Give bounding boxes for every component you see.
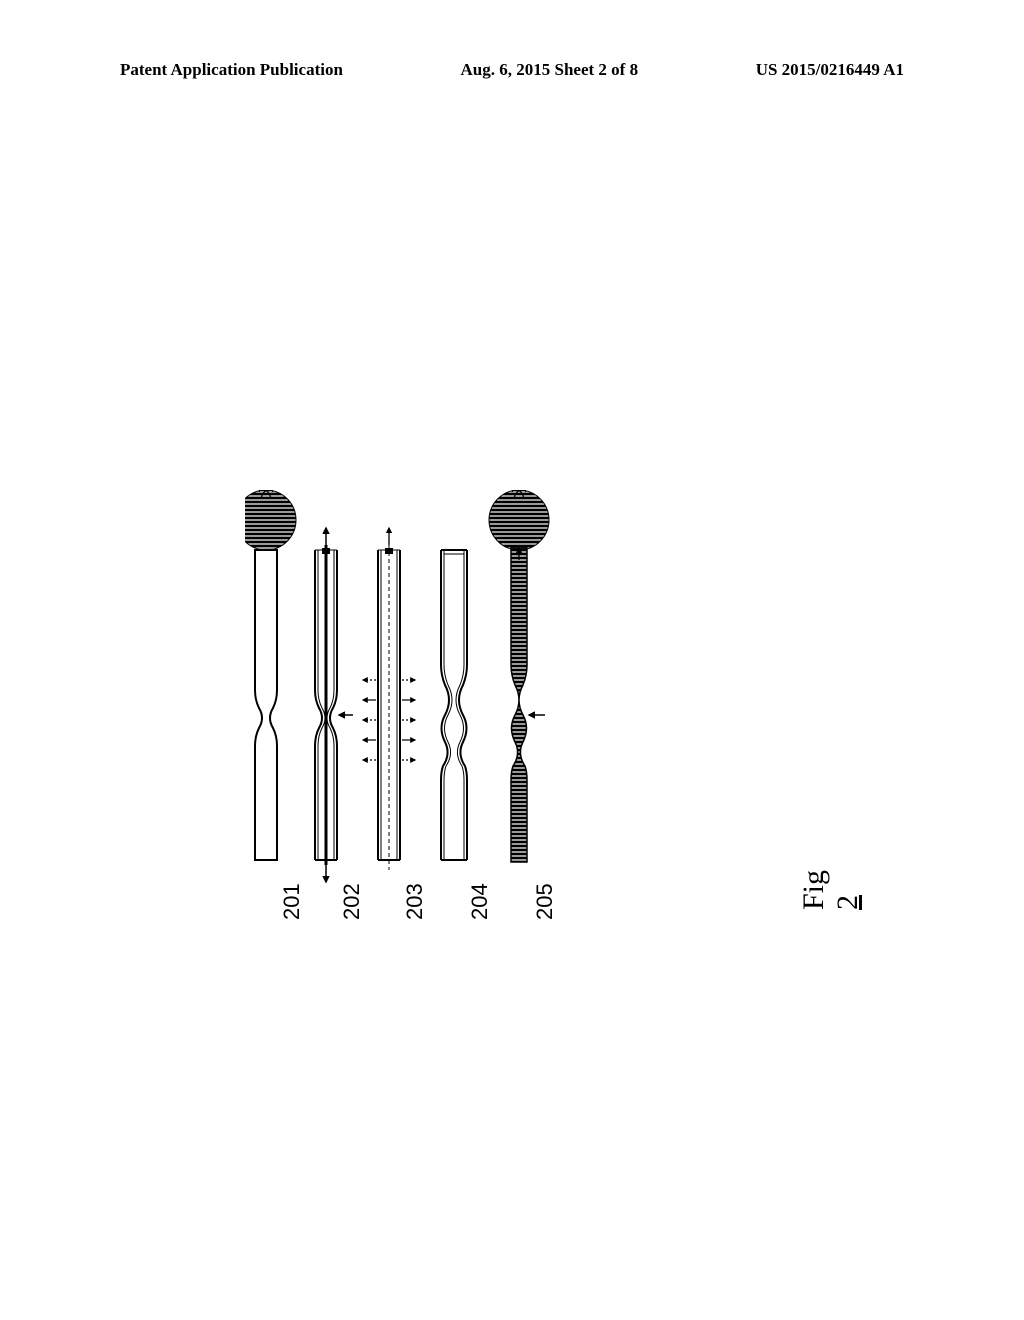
figure-2: 201 202 203 204 205 Fig 2: [245, 490, 805, 920]
diagram-svg: [245, 490, 805, 920]
element-202: [315, 528, 353, 882]
header-left: Patent Application Publication: [120, 60, 343, 80]
element-203: [363, 528, 415, 870]
header-right: US 2015/0216449 A1: [756, 60, 904, 80]
element-201: [245, 490, 296, 860]
figure-caption: Fig 2: [797, 870, 865, 910]
element-205: [489, 490, 549, 862]
header-center: Aug. 6, 2015 Sheet 2 of 8: [461, 60, 639, 80]
element-204: [441, 550, 467, 860]
